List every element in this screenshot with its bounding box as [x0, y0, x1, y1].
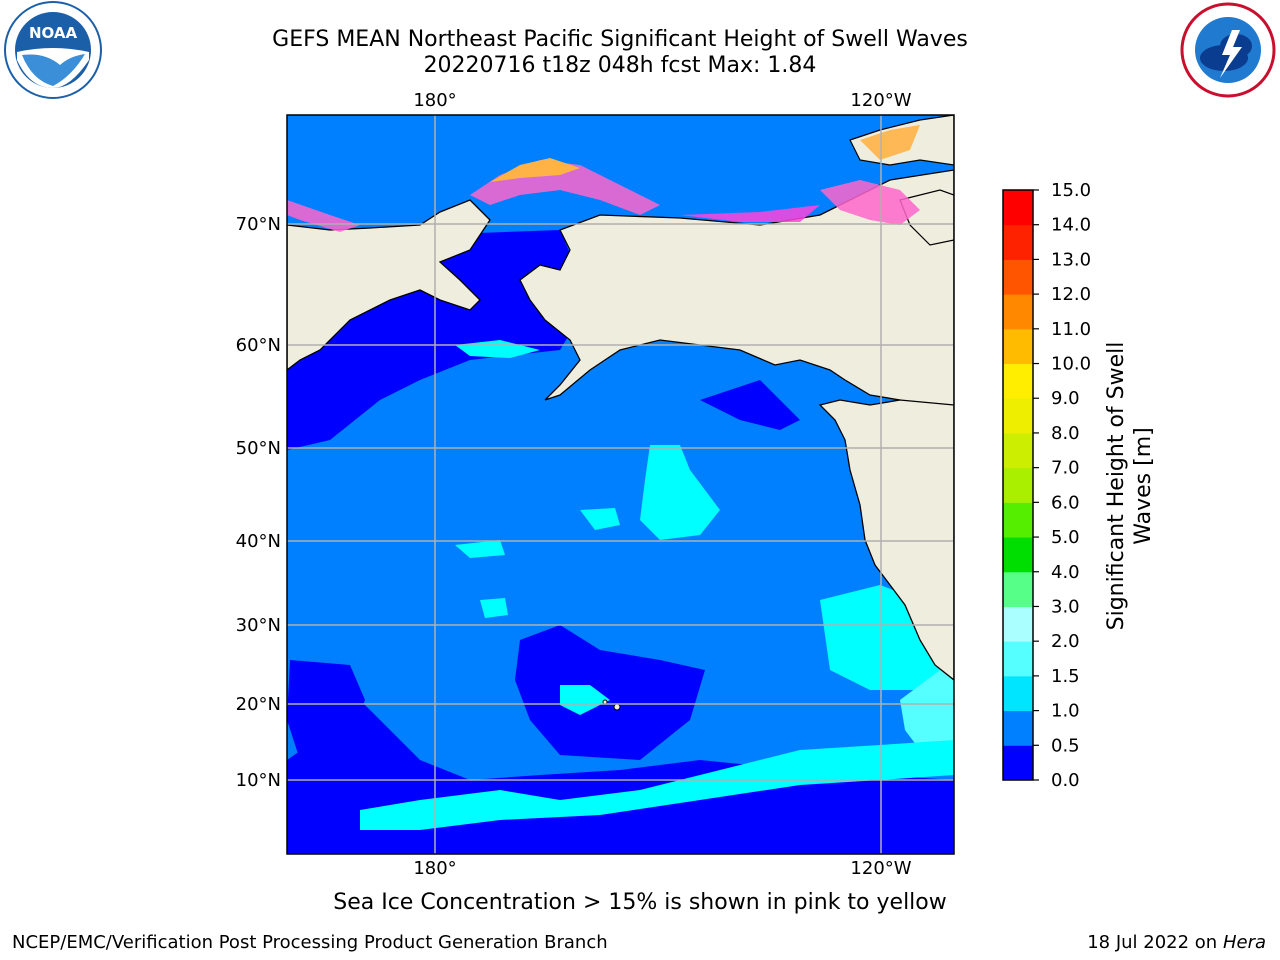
colorbar-tick-label: 14.0	[1051, 215, 1091, 236]
colorbar-label-line1: Significant Height of Swell	[1104, 342, 1129, 631]
colorbar-tick-label: 0.0	[1051, 770, 1080, 791]
colorbar-tick-label: 15.0	[1051, 180, 1091, 201]
swell-0-0.5-gulf	[700, 380, 800, 430]
land-north-america	[818, 399, 954, 681]
colorbar-tick-label: 4.0	[1051, 562, 1080, 583]
lon-label-bottom-180: 180°	[413, 858, 456, 879]
nws-logo	[1180, 2, 1276, 98]
colorbar-swatch	[1003, 710, 1033, 746]
colorbar-swatch	[1003, 571, 1033, 607]
colorbar: 0.0 0.5 1.0 1.5 2.0 3.0 4.0 5.0 6.0 7.0 8.0 9.0 10.0…	[1002, 180, 1091, 791]
colorbar-swatch	[1003, 294, 1033, 330]
colorbar-tick-label: 3.0	[1051, 596, 1080, 617]
lat-label-70n: 70°N	[236, 214, 281, 235]
lat-label-20n: 20°N	[236, 694, 281, 715]
colorbar-tick-label: 8.0	[1051, 423, 1080, 444]
graticule	[287, 115, 954, 854]
sea-ice-beaufort	[820, 180, 920, 225]
colorbar-swatch	[1003, 537, 1033, 573]
colorbar-label: Significant Height of Swell Waves [m]	[1104, 342, 1156, 631]
colorbar-swatch	[1003, 259, 1033, 295]
chart-title: GEFS MEAN Northeast Pacific Significant …	[272, 27, 968, 52]
colorbar-swatch	[1003, 745, 1033, 781]
colorbar-tick-label: 12.0	[1051, 284, 1091, 305]
colorbar-swatch	[1003, 502, 1033, 538]
colorbar-label-line2: Waves [m]	[1131, 427, 1156, 544]
colorbar-swatch	[1003, 641, 1033, 677]
colorbar-tick-label: 13.0	[1051, 249, 1091, 270]
swell-1-1.5-central	[640, 445, 720, 540]
footer-date-text: 18 Jul 2022 on	[1087, 932, 1223, 953]
colorbar-tick-label: 1.5	[1051, 666, 1080, 687]
lon-label-top-120w: 120°W	[850, 90, 911, 111]
lon-label-bottom-120w: 120°W	[850, 858, 911, 879]
colorbar-swatch	[1003, 432, 1033, 469]
colorbar-tick-label: 7.0	[1051, 458, 1080, 479]
colorbar-swatch	[1003, 606, 1033, 642]
lat-label-40n: 40°N	[236, 531, 281, 552]
lon-label-top-180: 180°	[413, 90, 456, 111]
lat-label-50n: 50°N	[236, 438, 281, 459]
swell-1.5-2-coast	[900, 670, 954, 760]
colorbar-swatch	[1003, 398, 1033, 434]
colorbar-swatch	[1003, 363, 1033, 399]
footer-host: Hera	[1222, 932, 1266, 953]
colorbar-swatch	[1003, 675, 1033, 712]
sea-ice-note: Sea Ice Concentration > 15% is shown in …	[333, 890, 947, 915]
lat-label-30n: 30°N	[236, 615, 281, 636]
footer-credit: NCEP/EMC/Verification Post Processing Pr…	[12, 932, 608, 953]
colorbar-tick-label: 2.0	[1051, 631, 1080, 652]
map-area	[287, 115, 954, 854]
colorbar-tick-label: 6.0	[1051, 492, 1080, 513]
swell-1-1.5-south	[360, 740, 954, 830]
colorbar-swatch	[1003, 224, 1033, 260]
colorbar-tick-label: 0.5	[1051, 735, 1080, 756]
colorbar-frame	[1002, 189, 1034, 781]
footer-date: 18 Jul 2022 on Hera	[1087, 932, 1266, 953]
colorbar-swatch	[1003, 190, 1033, 226]
noaa-logo: NOAA	[4, 1, 102, 99]
swell-0-0.5-west	[287, 660, 365, 760]
swell-0-0.5-hawaii	[515, 625, 705, 760]
colorbar-tick-label: 1.0	[1051, 701, 1080, 722]
colorbar-tick-label: 5.0	[1051, 527, 1080, 548]
chart-subtitle: 20220716 t18z 048h fcst Max: 1.84	[423, 53, 817, 78]
colorbar-tick-label: 9.0	[1051, 388, 1080, 409]
map-frame	[286, 114, 955, 855]
colorbar-tick-label: 11.0	[1051, 319, 1091, 340]
colorbar-tick-label: 10.0	[1051, 354, 1091, 375]
colorbar-swatch	[1003, 467, 1033, 503]
lat-label-60n: 60°N	[236, 335, 281, 356]
lat-label-10n: 10°N	[236, 770, 281, 791]
colorbar-swatch	[1003, 328, 1033, 365]
noaa-logo-text: NOAA	[29, 24, 78, 42]
